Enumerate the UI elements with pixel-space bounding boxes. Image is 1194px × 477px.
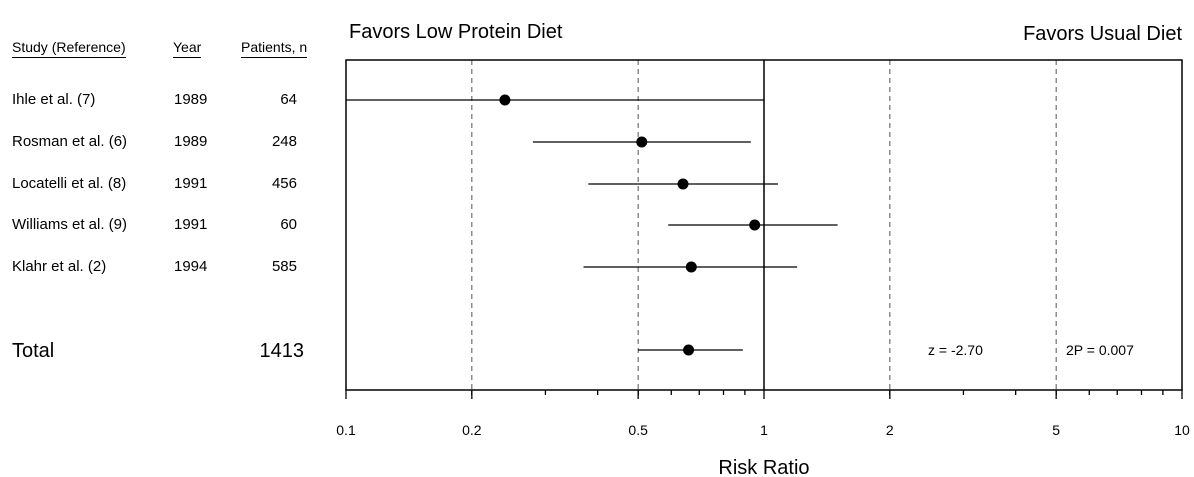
study-year: 1989 [174,91,208,108]
x-tick-label: 0.5 [628,422,648,438]
x-tick-label: 2 [886,422,894,438]
study-patients: 456 [271,175,297,192]
study-estimate [583,261,798,273]
study-estimate [346,94,764,106]
study-name: Ihle et al. (7) [12,91,96,108]
column-header-year: Year [173,38,202,58]
point-estimate [683,344,695,356]
study-estimate [588,178,778,190]
total-estimate [638,344,743,356]
study-patients: 60 [280,216,297,233]
x-tick-label: 5 [1052,422,1060,438]
study-estimate [668,219,838,231]
x-tick-label: 0.1 [336,422,356,438]
study-patients: 64 [280,91,297,108]
study-name: Klahr et al. (2) [12,258,107,275]
point-estimate [499,94,511,106]
column-header-patients: Patients, n [241,38,308,58]
study-name: Locatelli et al. (8) [12,175,127,192]
study-patients: 585 [271,258,297,275]
favors-usual-diet-label: Favors Usual Diet [1023,23,1182,45]
study-patients: 248 [271,133,297,150]
study-year: 1991 [174,216,208,233]
study-name: Rosman et al. (6) [12,133,128,150]
total-patients: 1413 [259,340,305,362]
column-header-study: Study (Reference) [12,38,126,58]
point-estimate [685,261,697,273]
study-year: 1989 [174,133,208,150]
point-estimate [636,136,648,148]
point-estimate [677,178,689,190]
x-axis-label: Risk Ratio [718,457,809,477]
favors-low-protein-label: Favors Low Protein Diet [349,21,563,43]
z-statistic: z = -2.70 [928,342,983,358]
x-tick-label: 10 [1174,422,1190,438]
study-year: 1991 [174,175,208,192]
p-value: 2P = 0.007 [1066,342,1134,358]
total-label: Total [12,340,55,362]
x-tick-label: 1 [760,422,768,438]
study-name: Williams et al. (9) [12,216,128,233]
study-year: 1994 [174,258,208,275]
x-tick-label: 0.2 [462,422,482,438]
study-estimate [532,136,751,148]
point-estimate [749,219,761,231]
